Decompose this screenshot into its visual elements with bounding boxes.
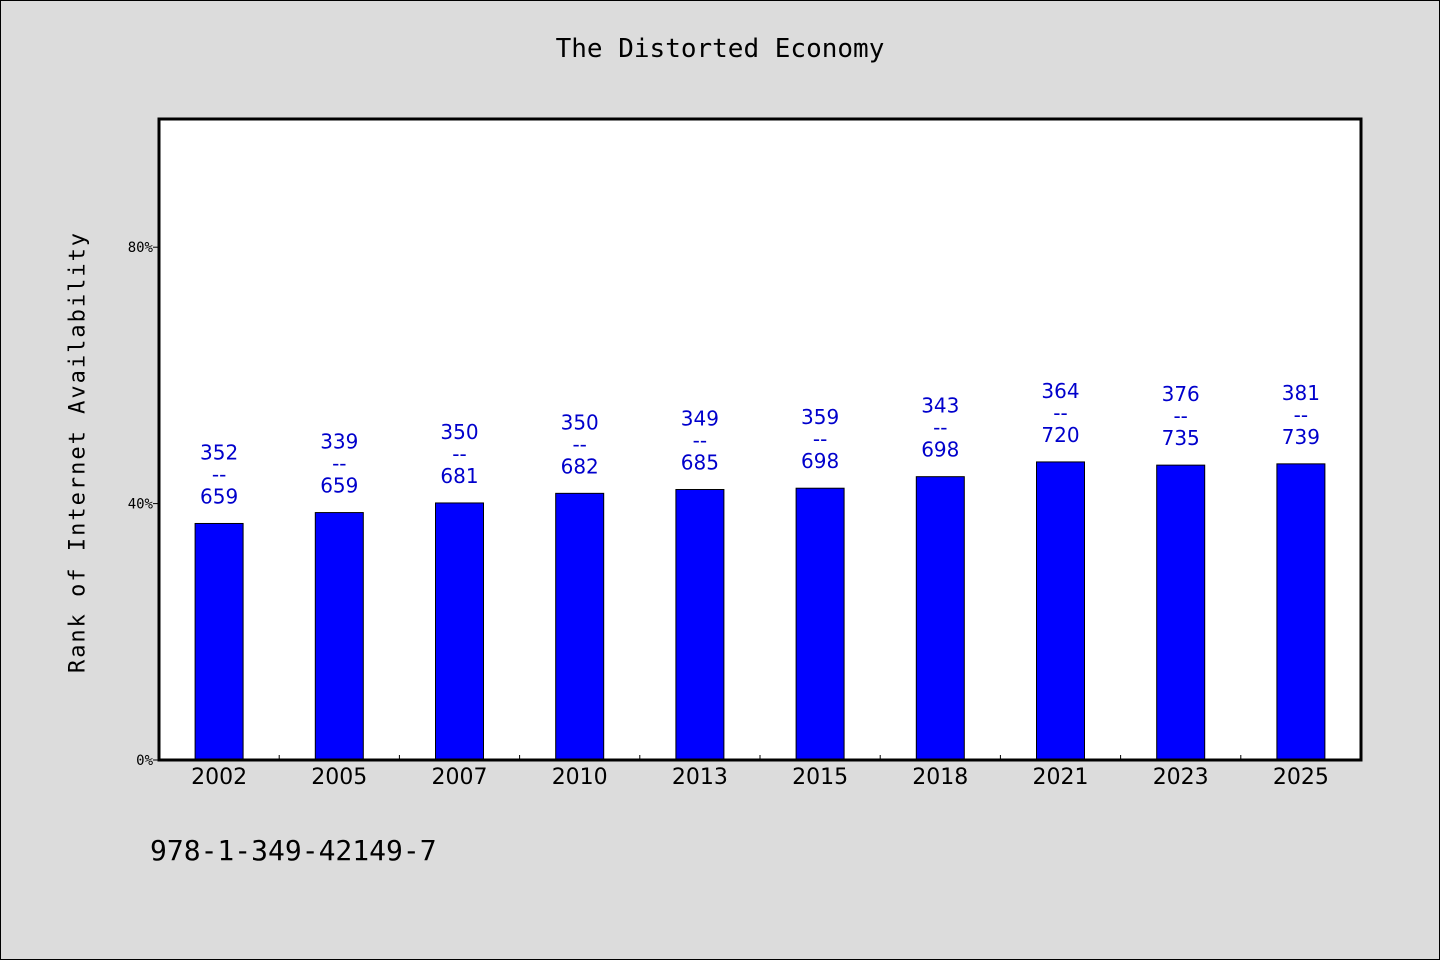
bar-label-2023-bottom: 735	[1162, 426, 1200, 450]
bar-2025	[1276, 463, 1326, 761]
bar-2010	[555, 492, 605, 761]
bar-2005	[314, 512, 364, 761]
bar-2007	[435, 502, 484, 761]
bar-2018	[915, 476, 965, 761]
bar-label-2013-top: 349	[681, 406, 719, 430]
bar-label-2025-top: 381	[1282, 381, 1320, 405]
bar-label-2007-top: 350	[440, 420, 478, 444]
bar-label-2002-bottom: 659	[200, 484, 238, 508]
x-tick-label-2007: 2007	[432, 765, 488, 790]
x-tick-label-2018: 2018	[912, 765, 968, 790]
bar-label-2021-bottom: 720	[1041, 423, 1079, 447]
x-tick-label-2023: 2023	[1153, 765, 1209, 790]
bar-label-2010-bottom: 682	[561, 454, 599, 478]
bar-label-2021-mid: --	[1053, 401, 1067, 425]
bar-label-2025-mid: --	[1294, 403, 1308, 427]
bar-label-2015-bottom: 698	[801, 449, 839, 473]
bar-label-2025-bottom: 739	[1282, 425, 1320, 449]
bar-label-2023-top: 376	[1162, 382, 1200, 406]
bar-label-2018-top: 343	[921, 394, 959, 418]
y-axis: 0% 40% 80%	[128, 240, 159, 769]
bar-labels-group: 352--659339--659350--681350--682349--685…	[200, 379, 1320, 509]
isbn-label: 978-1-349-42149-7	[150, 834, 437, 867]
bar-label-2005-top: 339	[320, 430, 358, 454]
bar-2021	[1036, 461, 1085, 761]
y-tick-label: 40%	[128, 497, 154, 513]
bar-label-2023-mid: --	[1173, 404, 1187, 428]
bar-label-2007-mid: --	[452, 442, 466, 466]
bar-label-2005-mid: --	[332, 452, 346, 476]
chart-title: The Distorted Economy	[555, 34, 885, 64]
bars-group	[194, 461, 1326, 761]
bar-2023	[1156, 464, 1206, 761]
bar-label-2002-top: 352	[200, 440, 238, 464]
bar-2013	[675, 488, 725, 761]
bar-label-2013-mid: --	[693, 428, 707, 452]
bar-label-2010-top: 350	[561, 410, 599, 434]
bar-label-2013-bottom: 685	[681, 450, 719, 474]
bar-label-2018-mid: --	[933, 416, 947, 440]
x-tick-label-2021: 2021	[1033, 765, 1089, 790]
y-tick-label: 0%	[136, 753, 153, 769]
bar-2002	[194, 522, 244, 761]
bar-label-2010-mid: --	[572, 432, 586, 456]
bar-label-2015-top: 359	[801, 405, 839, 429]
bar-label-2007-bottom: 681	[440, 464, 478, 488]
bar-2015	[795, 487, 845, 761]
bar-label-2005-bottom: 659	[320, 474, 358, 498]
bar-label-2021-top: 364	[1041, 379, 1079, 403]
x-tick-label-2005: 2005	[311, 765, 367, 790]
plot-border	[157, 117, 1363, 762]
y-tick-label: 80%	[128, 240, 154, 256]
x-tick-label-2015: 2015	[792, 765, 848, 790]
x-tick-label-2002: 2002	[191, 765, 247, 790]
x-tick-label-2010: 2010	[552, 765, 608, 790]
x-tick-label-2013: 2013	[672, 765, 728, 790]
x-axis: 2002 2005 2007 2010 2013 2015 2018 2021 2023 2025	[191, 755, 1329, 790]
bar-label-2018-bottom: 698	[921, 438, 959, 462]
x-tick-label-2025: 2025	[1273, 765, 1329, 790]
bar-label-2015-mid: --	[813, 427, 827, 451]
bar-label-2002-mid: --	[212, 462, 226, 486]
